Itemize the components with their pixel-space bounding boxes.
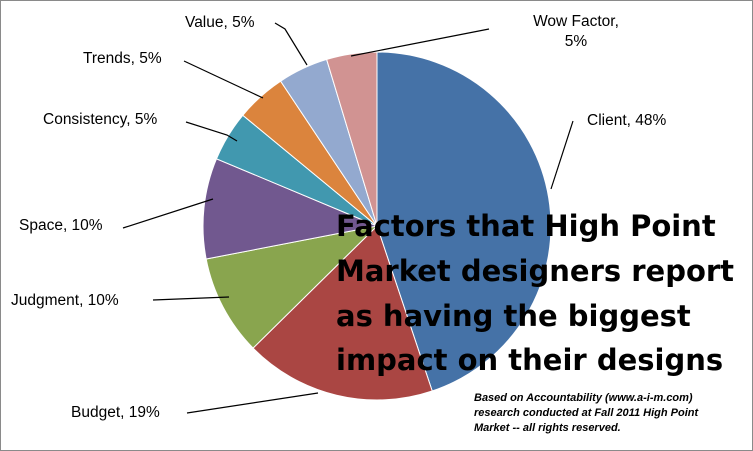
chart-title-line: Market designers report	[336, 254, 734, 288]
source-note-line: Market -- all rights reserved.	[474, 422, 621, 434]
leader-line	[186, 392, 319, 414]
slice-label: Client, 48%	[587, 112, 666, 129]
chart-title-line: Factors that High Point	[336, 209, 716, 243]
source-note-line: Based on Accountability (www.a-i-m.com)	[474, 392, 693, 404]
slice-label: Judgment, 10%	[11, 292, 119, 309]
slice-label: Wow Factor,	[533, 13, 619, 30]
pie-slice-judgment	[205, 225, 379, 349]
leader-line	[185, 121, 238, 142]
leader-line	[550, 120, 574, 190]
chart-title-line: as having the biggest	[336, 299, 691, 333]
source-note-line: research conducted at Fall 2011 High Poi…	[474, 407, 699, 419]
chart-title: Factors that High Point Market designers…	[336, 209, 734, 377]
slice-label: Trends, 5%	[83, 50, 162, 67]
leader-line	[122, 198, 214, 229]
slice-label: Space, 10%	[19, 217, 103, 234]
leader-line	[274, 22, 308, 66]
pie-slice-space	[202, 158, 379, 260]
slice-labels-layer: Client, 48% Budget, 19% Judgment, 10% Space…	[11, 13, 666, 421]
leader-line	[350, 28, 490, 57]
slice-label: Budget, 19%	[71, 404, 160, 421]
leader-line	[183, 60, 264, 99]
leader-lines-layer	[122, 22, 574, 414]
slice-label: Value, 5%	[185, 14, 255, 31]
chart-title-line: impact on their designs	[336, 343, 723, 377]
pie-slice-client	[376, 51, 552, 392]
leader-line	[152, 296, 230, 301]
source-note: Based on Accountability (www.a-i-m.com) …	[474, 392, 699, 434]
slice-label: Consistency, 5%	[43, 111, 158, 128]
pie-slice-budget	[252, 225, 433, 401]
slices-layer	[202, 51, 552, 401]
slice-label: 5%	[565, 33, 588, 50]
pie-slice-wow-factor	[326, 51, 378, 227]
